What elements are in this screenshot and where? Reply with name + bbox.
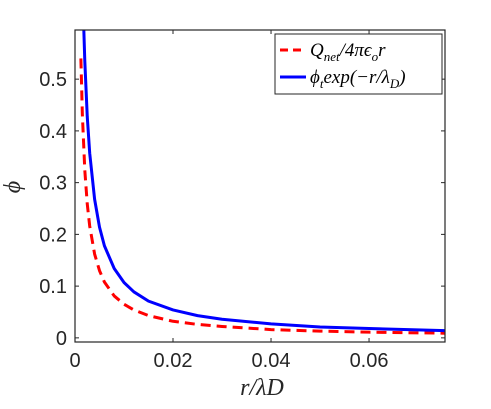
plot-frame bbox=[74, 29, 446, 343]
series-line-phi bbox=[82, 30, 445, 333]
y-axis-label: ϕ bbox=[0, 181, 26, 193]
y-tick-label: 0 bbox=[56, 328, 67, 350]
y-tick-label: 0.2 bbox=[39, 224, 67, 246]
x-tick-label: 0.06 bbox=[350, 350, 389, 372]
y-tick-label: 0.4 bbox=[39, 121, 67, 143]
axes-layer: 0 0.02 0.04 0.06 0 0.1 0.2 0.3 0.4 0.5 bbox=[39, 30, 445, 372]
legend: Qnet/4πϵor ϕtexp(−r/λD) bbox=[274, 33, 443, 95]
x-tick-label: 0 bbox=[69, 350, 80, 372]
x-axis-label: r/λD bbox=[240, 375, 284, 401]
series-layer bbox=[79, 30, 445, 335]
y-tick-label: 0.1 bbox=[39, 276, 67, 298]
y-tick-label: 0.5 bbox=[39, 69, 67, 91]
legend-label-qnet: Qnet/4πϵor bbox=[310, 40, 386, 64]
series-line-qnet bbox=[79, 58, 445, 335]
y-tick-label: 0.3 bbox=[39, 173, 67, 195]
legend-label-phi: ϕtexp(−r/λD) bbox=[310, 67, 406, 91]
x-tick-label: 0.04 bbox=[252, 350, 291, 372]
legend-box bbox=[274, 33, 443, 95]
x-tick-label: 0.02 bbox=[154, 350, 193, 372]
